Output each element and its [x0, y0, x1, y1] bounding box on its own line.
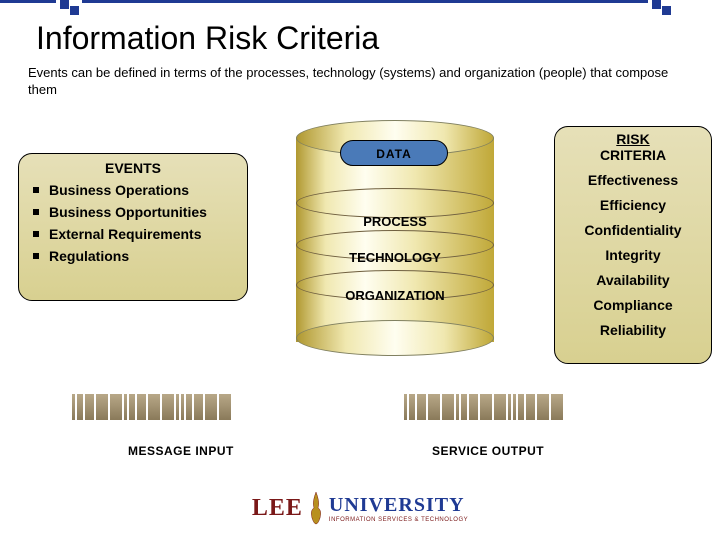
bar-segment	[469, 394, 478, 420]
bar-segment	[461, 394, 467, 420]
accent-sq-2	[70, 6, 79, 15]
bar-segment	[194, 394, 203, 420]
subtitle: Events can be defined in terms of the pr…	[28, 65, 688, 99]
accent-line-1	[0, 0, 56, 3]
bullet-icon	[33, 231, 39, 237]
bar-segment	[96, 394, 108, 420]
risk-item-4: Integrity	[561, 247, 705, 263]
bar-segment	[205, 394, 217, 420]
message-input-label: MESSAGE INPUT	[128, 444, 234, 458]
events-item-4: Regulations	[33, 248, 237, 264]
bar-segment	[124, 394, 127, 420]
bar-segment	[181, 394, 184, 420]
page-title: Information Risk Criteria	[36, 20, 379, 57]
bar-segment	[417, 394, 426, 420]
bar-segment	[409, 394, 415, 420]
bars-left	[72, 394, 233, 420]
flame-icon	[307, 490, 325, 526]
events-item-label: Regulations	[49, 248, 129, 264]
logo-university: UNIVERSITY INFORMATION SERVICES & TECHNO…	[329, 494, 468, 523]
bullet-icon	[33, 187, 39, 193]
accent-sq-4	[662, 6, 671, 15]
risk-item-2: Efficiency	[561, 197, 705, 213]
accent-line-2	[82, 0, 648, 3]
bar-segment	[186, 394, 192, 420]
bar-segment	[404, 394, 407, 420]
bar-segment	[137, 394, 146, 420]
bullet-icon	[33, 253, 39, 259]
data-label: DATA	[340, 140, 448, 166]
events-item-2: Business Opportunities	[33, 204, 237, 220]
bar-segment	[480, 394, 492, 420]
logo: LEE UNIVERSITY INFORMATION SERVICES & TE…	[218, 484, 502, 532]
events-item-1: Business Operations	[33, 182, 237, 198]
bar-segment	[72, 394, 75, 420]
bullet-icon	[33, 209, 39, 215]
bar-segment	[428, 394, 440, 420]
cylinder-bottom	[296, 320, 494, 356]
logo-subtitle: INFORMATION SERVICES & TECHNOLOGY	[329, 517, 468, 523]
bar-segment	[518, 394, 524, 420]
bar-segment	[219, 394, 231, 420]
bar-segment	[456, 394, 459, 420]
risk-item-1: Effectiveness	[561, 172, 705, 188]
bar-segment	[162, 394, 174, 420]
cylinder-layer-2: TECHNOLOGY	[296, 250, 494, 265]
risk-item-3: Confidentiality	[561, 222, 705, 238]
top-accent	[0, 0, 720, 8]
events-item-label: Business Opportunities	[49, 204, 207, 220]
accent-sq-3	[652, 0, 661, 9]
risk-item-7: Reliability	[561, 322, 705, 338]
logo-uni-text: UNIVERSITY	[329, 494, 468, 517]
service-output-label: SERVICE OUTPUT	[432, 444, 544, 458]
bar-segment	[77, 394, 83, 420]
risk-item-6: Compliance	[561, 297, 705, 313]
bar-segment	[513, 394, 516, 420]
bar-segment	[176, 394, 179, 420]
bar-segment	[148, 394, 160, 420]
events-item-label: Business Operations	[49, 182, 189, 198]
cylinder-layer-1: PROCESS	[296, 214, 494, 229]
cylinder-layer-3: ORGANIZATION	[296, 288, 494, 303]
bar-segment	[110, 394, 122, 420]
bar-segment	[508, 394, 511, 420]
accent-sq-1	[60, 0, 69, 9]
events-box: EVENTS Business Operations Business Oppo…	[18, 153, 248, 301]
bar-segment	[526, 394, 535, 420]
events-item-label: External Requirements	[49, 226, 202, 242]
bar-segment	[494, 394, 506, 420]
risk-title-1: RISK	[561, 131, 705, 147]
bar-segment	[129, 394, 135, 420]
risk-box: RISK CRITERIA Effectiveness Efficiency C…	[554, 126, 712, 364]
bar-segment	[442, 394, 454, 420]
risk-item-5: Availability	[561, 272, 705, 288]
bar-segment	[537, 394, 549, 420]
events-item-3: External Requirements	[33, 226, 237, 242]
events-title: EVENTS	[29, 160, 237, 176]
bars-right	[404, 394, 565, 420]
logo-lee: LEE	[252, 495, 303, 522]
bar-segment	[551, 394, 563, 420]
bar-segment	[85, 394, 94, 420]
risk-title-2: CRITERIA	[561, 147, 705, 163]
